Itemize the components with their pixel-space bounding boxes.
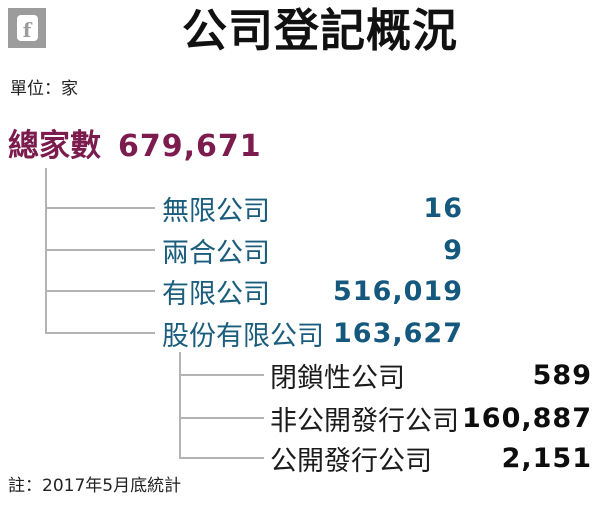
row-value: 16: [423, 192, 463, 224]
tree-line-sub-vertical: [179, 352, 181, 459]
root-label: 總家數: [8, 128, 101, 164]
tree-row-public-company: 公開發行公司 2,151: [270, 438, 592, 478]
tree-line-root-vertical: [45, 168, 47, 334]
row-label: 非公開發行公司: [270, 405, 459, 437]
tree-branch-limited: [45, 290, 155, 292]
facebook-f-glyph: f: [16, 15, 38, 41]
tree-row-non-public-company: 非公開發行公司 160,887: [270, 398, 592, 438]
tree-branch-unlimited: [45, 207, 155, 209]
tree-branch-closed: [179, 374, 264, 376]
row-value: 163,627: [333, 317, 463, 349]
tree-branch-nonpublic: [179, 417, 264, 419]
row-value: 2,151: [501, 442, 592, 474]
tree-root-row: 總家數 679,671: [8, 120, 262, 165]
footnote: 註：2017年5月底統計: [8, 476, 182, 496]
row-label: 有限公司: [162, 278, 270, 310]
root-value: 679,671: [118, 129, 262, 164]
row-label: 閉鎖性公司: [270, 362, 405, 394]
tree-row-closed-company: 閉鎖性公司 589: [270, 355, 592, 395]
page-title: 公司登記概況: [181, 4, 458, 57]
row-label: 兩合公司: [162, 237, 270, 269]
row-label: 無限公司: [162, 195, 270, 227]
tree-branch-shares: [45, 332, 155, 334]
row-value: 516,019: [333, 275, 463, 307]
facebook-icon[interactable]: f: [8, 8, 46, 48]
tree-row-company-limited-by-shares: 股份有限公司 163,627: [162, 313, 463, 353]
tree-row-unlimited-company: 無限公司 16: [162, 188, 463, 228]
tree-row-partnership-company: 兩合公司 9: [162, 230, 463, 270]
tree-branch-public: [179, 457, 264, 459]
tree-branch-partnership: [45, 249, 155, 251]
row-value: 9: [443, 234, 463, 266]
tree-row-limited-company: 有限公司 516,019: [162, 271, 463, 311]
row-value: 160,887: [462, 402, 592, 434]
unit-label: 單位：家: [10, 79, 78, 99]
row-value: 589: [532, 359, 592, 391]
row-label: 公開發行公司: [270, 445, 432, 477]
row-label: 股份有限公司: [162, 320, 324, 352]
